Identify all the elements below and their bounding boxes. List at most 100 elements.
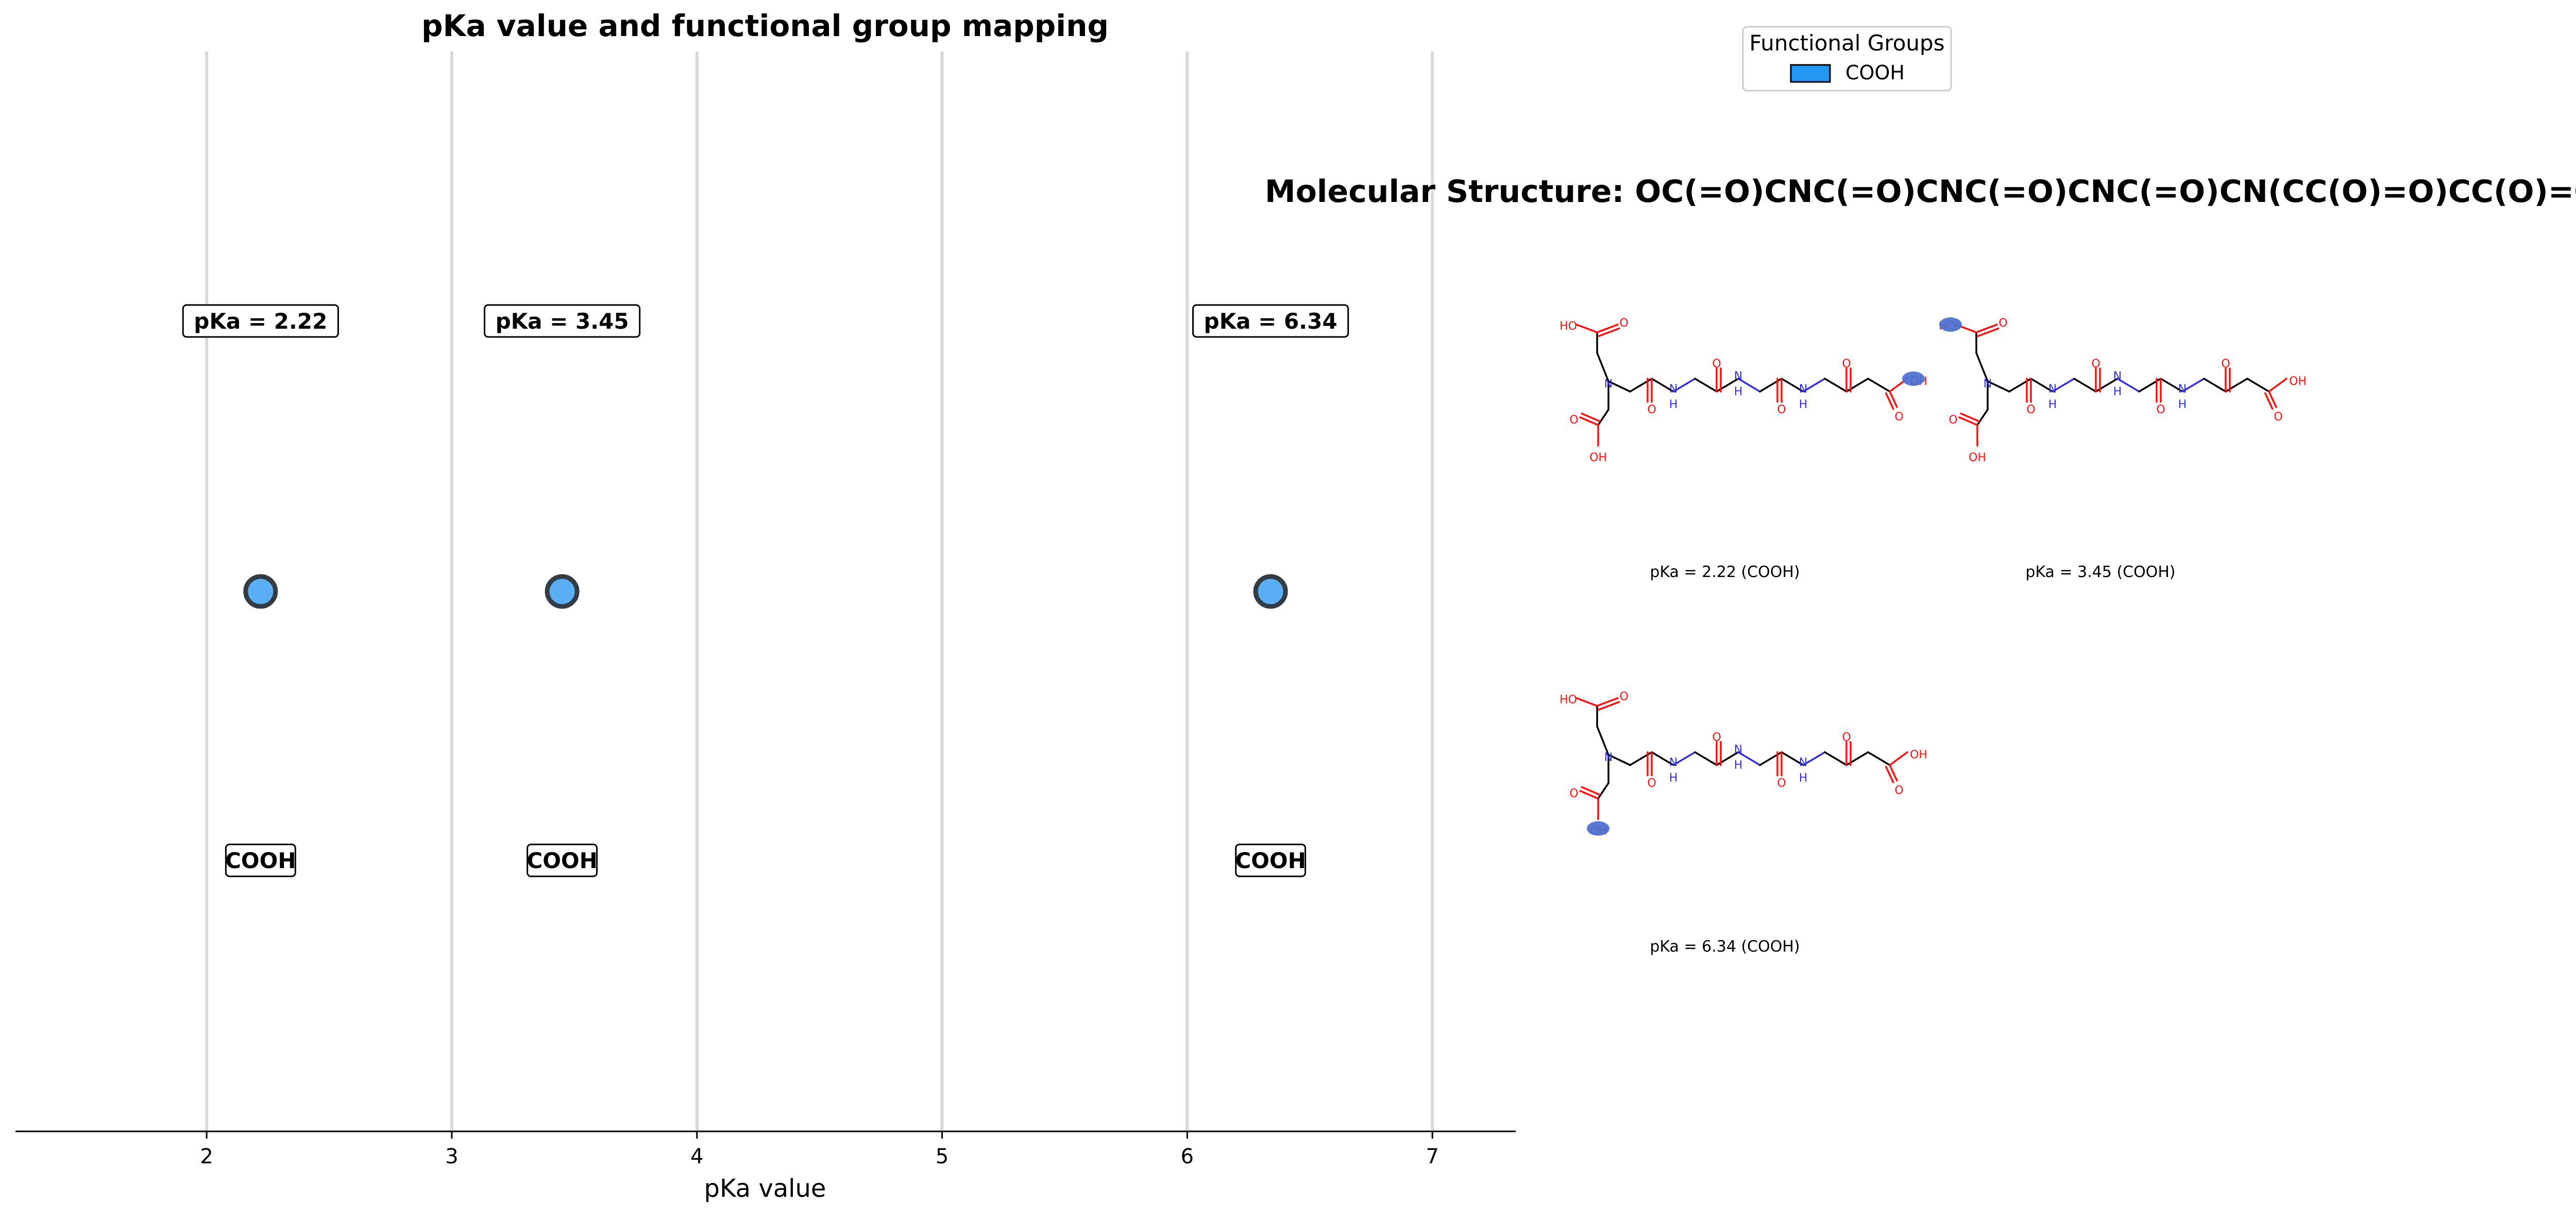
bond (2268, 378, 2287, 393)
atom-label: O (1777, 777, 1786, 790)
bond (1598, 327, 1620, 337)
pka-label-1-box (182, 304, 339, 338)
atom-label: O (1569, 787, 1578, 800)
bond (2160, 378, 2183, 393)
group-label-1: COOH (225, 848, 296, 873)
bond (2116, 378, 2140, 393)
legend: Functional Groups COOH (1742, 26, 1952, 92)
bond (2246, 378, 2270, 393)
legend-title: Functional Groups (1749, 30, 1944, 56)
grid-lines (205, 52, 1434, 1131)
atom-label: O (1948, 414, 1957, 427)
bond (1575, 697, 1598, 707)
legend-swatch-cooh (1790, 64, 1831, 83)
atom-label: O (2156, 403, 2165, 416)
structure-caption-3: pKa = 6.34 (COOH) (1650, 938, 1800, 956)
bond (1598, 701, 1620, 711)
atom-label: N (1799, 383, 1807, 396)
tick-label-2: 2 (200, 1145, 213, 1168)
atom-label: H (1799, 772, 1808, 785)
atom-label: O (1647, 403, 1656, 416)
bond (1889, 391, 1898, 408)
pka-label-3-group: pKa = 6.34 (1192, 304, 1349, 338)
atom-label: N (1734, 370, 1742, 383)
bond (1737, 378, 1761, 393)
bond (1579, 416, 1599, 426)
atom-label: O (2026, 403, 2035, 416)
atom-label: O (1619, 317, 1628, 330)
atom-label: N (1734, 743, 1742, 756)
atom-label: O (1619, 690, 1628, 703)
tick-label-6: 6 (1181, 1145, 1194, 1168)
atom-label: H (1669, 772, 1678, 785)
data-point-1 (243, 574, 278, 609)
bond (1672, 751, 1696, 766)
atom-label: O (1647, 777, 1656, 790)
bond (1889, 764, 1898, 782)
bond (1596, 324, 1619, 333)
atom-label: O (1894, 411, 1903, 423)
atom-label: HO (1560, 693, 1577, 706)
group-label-3-group: COOH (1235, 843, 1307, 877)
pka-label-3-box (1192, 304, 1349, 338)
bond (1781, 751, 1804, 766)
chart-title: pKa value and functional group mapping (421, 8, 1109, 43)
tick-label-3: 3 (445, 1145, 458, 1168)
atom-label: H (2048, 398, 2057, 411)
pka-chart: pKa value and functional group mapping 2… (15, 8, 1516, 1203)
structure-title: Molecular Structure: OC(=O)CNC(=O)CNC(=O… (1265, 174, 2576, 210)
bond (1575, 324, 1598, 333)
bond (1597, 409, 1609, 426)
structure-panel: Molecular Structure: OC(=O)CNC(=O)CNC(=O… (1265, 174, 2576, 956)
bond (1579, 790, 1599, 800)
highlight-site-1 (1902, 371, 1925, 386)
bond (1885, 392, 1894, 410)
legend-label-cooh: COOH (1845, 61, 1905, 84)
bond (2268, 391, 2277, 408)
atom-label: N (1799, 756, 1807, 769)
atom-label: O (1712, 358, 1721, 370)
bond (1958, 416, 1978, 426)
pka-label-2-box (483, 304, 641, 338)
bond (2030, 378, 2054, 393)
bond (1694, 378, 1718, 393)
atom-label: O (1777, 403, 1786, 416)
group-label-2: COOH (527, 848, 597, 873)
group-label-1-box (225, 843, 296, 877)
bond (1694, 751, 1718, 766)
atom-label: O (2274, 411, 2282, 423)
bond (1737, 751, 1761, 766)
atom-label: N (1604, 378, 1613, 391)
group-label-1-group: COOH (225, 843, 296, 877)
atom-label: N (1984, 378, 1992, 391)
molecule-1: OOOOHHHNNNNOOHOHOOOH (1560, 317, 1927, 464)
tick-label-4: 4 (690, 1145, 703, 1168)
pka-label-1-group: pKa = 2.22 (182, 304, 339, 338)
atom-label: H (2178, 398, 2187, 411)
bond (1867, 751, 1891, 766)
atom-label: H (1734, 759, 1743, 772)
bond (1885, 766, 1894, 784)
group-label-2-group: COOH (527, 843, 598, 877)
molecule-drawings: OOOOHHHNNNNOOHOHOOOHOOOOHHHNNNNOOHOHOOOH… (1560, 317, 2307, 838)
bond (1651, 378, 1674, 393)
group-label-2-box (527, 843, 598, 877)
atom-label: O (1842, 358, 1851, 370)
atom-label: O (1842, 731, 1851, 744)
atom-label: N (1669, 756, 1677, 769)
bond (2264, 392, 2274, 410)
atom-label: O (1569, 414, 1578, 427)
bond (1802, 751, 1826, 766)
atom-label: OH (1969, 451, 1986, 464)
bond (1597, 782, 1609, 800)
bond (1975, 352, 1989, 382)
atom-label: OH (1910, 749, 1927, 761)
bond (1781, 378, 1804, 393)
pka-label-2-group: pKa = 3.45 (483, 304, 641, 338)
x-ticks: 2 3 4 5 6 7 (200, 1131, 1439, 1168)
molecule-3: OOOOHHHNNNNOOHOHOOOH (1560, 690, 1927, 838)
atom-label: N (2048, 383, 2057, 396)
bond (1596, 725, 1609, 756)
